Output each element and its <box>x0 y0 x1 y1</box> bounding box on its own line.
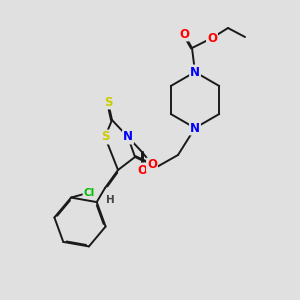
Text: H: H <box>106 195 114 205</box>
Text: N: N <box>190 65 200 79</box>
Text: Cl: Cl <box>83 188 95 198</box>
Text: S: S <box>101 130 109 143</box>
Text: O: O <box>179 28 189 40</box>
Text: O: O <box>137 164 147 176</box>
Text: S: S <box>104 95 112 109</box>
Text: O: O <box>207 32 217 44</box>
Text: N: N <box>123 130 133 143</box>
Text: O: O <box>147 158 157 172</box>
Text: N: N <box>190 122 200 134</box>
